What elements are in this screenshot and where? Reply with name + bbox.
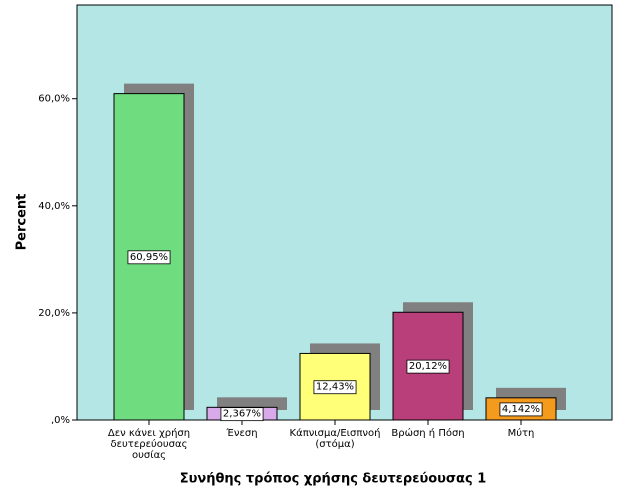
x-tick-label: Δεν κάνει χρήση δευτερεύουσας ουσίας [107,428,191,461]
value-label: 4,142% [502,404,540,415]
y-axis-title: Percent [15,194,30,251]
value-label: 2,367% [223,409,261,420]
x-tick-label: Κάπνισμα/Εισπνοή (στόμα) [289,428,381,450]
y-tick-label: 20,0% [38,308,70,319]
x-tick-label: Βρώση ή Πόση [391,428,465,439]
value-label: 20,12% [409,361,447,372]
x-tick-label: Μύτη [507,428,535,439]
value-label-box [220,407,264,422]
value-label-box [313,380,357,395]
value-label-box [406,359,450,374]
y-tick-label: 60,0% [38,94,70,105]
x-axis-title: Συνήθης τρόπος χρήσης δευτερεύουσας 1 [180,472,487,487]
x-tick-label: Ένεση [226,428,258,439]
value-label-box [499,402,543,417]
value-label: 12,43% [316,382,354,393]
value-label-box [127,250,171,265]
value-label: 60,95% [130,252,168,263]
y-tick-label: ,0% [51,415,70,426]
y-tick-label: 40,0% [38,201,70,212]
